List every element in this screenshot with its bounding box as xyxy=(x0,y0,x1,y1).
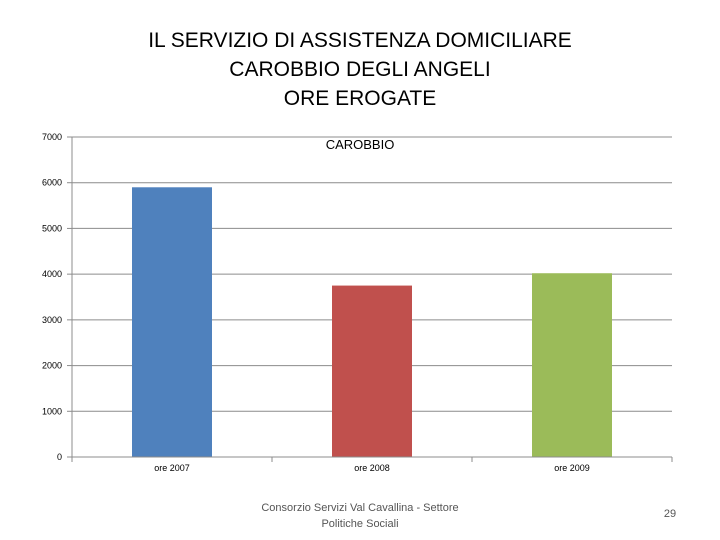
chart-title: CAROBBIO xyxy=(326,137,395,152)
y-tick-label: 5000 xyxy=(42,223,62,233)
bar-ore-2007 xyxy=(132,187,212,458)
y-tick-label: 4000 xyxy=(42,269,62,279)
bars xyxy=(132,187,612,458)
x-tick-label: ore 2008 xyxy=(354,463,390,473)
y-tick-label: 6000 xyxy=(42,178,62,188)
page-number: 29 xyxy=(663,508,677,520)
bar-ore-2008 xyxy=(332,285,412,457)
y-tick-label: 3000 xyxy=(42,315,62,325)
x-tick-label: ore 2007 xyxy=(154,463,190,473)
slide-title-line: IL SERVIZIO DI ASSISTENZA DOMICILIARE xyxy=(148,29,572,52)
y-tick-label: 1000 xyxy=(42,406,62,416)
slide-title-line: ORE EROGATE xyxy=(283,87,437,110)
y-tick-label: 2000 xyxy=(42,361,62,371)
axes: 0 1000 2000 3000 4000 5000 6000 7000 ore 2007 ore… xyxy=(42,132,673,473)
footer-text: Consorzio Servizi Val Cavallina - Settor… xyxy=(261,502,459,530)
x-tick-label: ore 2009 xyxy=(554,463,590,473)
y-tick-label: 0 xyxy=(57,452,62,462)
slide-title: IL SERVIZIO DI ASSISTENZA DOMICILIARE CA… xyxy=(60,26,660,113)
slide-title-line: CAROBBIO DEGLI ANGELI xyxy=(229,58,491,81)
y-tick-label: 7000 xyxy=(42,132,62,142)
bar-ore-2009 xyxy=(532,273,612,457)
